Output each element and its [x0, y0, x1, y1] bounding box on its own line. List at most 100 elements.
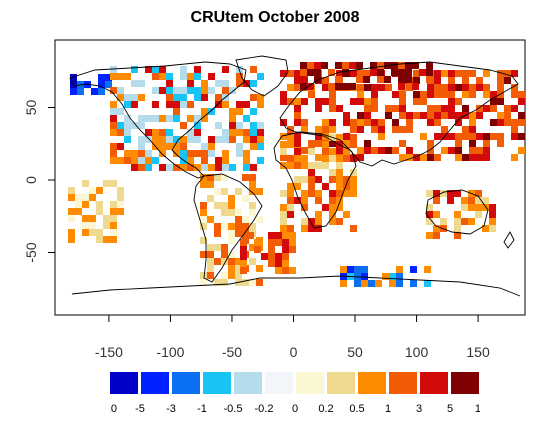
anomaly-cell — [329, 98, 336, 105]
anomaly-cell — [228, 258, 235, 265]
anomaly-cell — [329, 148, 336, 155]
anomaly-cell — [145, 164, 152, 171]
anomaly-cell — [392, 119, 399, 126]
anomaly-cell — [221, 272, 228, 279]
anomaly-cell — [243, 129, 250, 136]
anomaly-cell — [214, 279, 221, 286]
anomaly-cell — [497, 140, 504, 147]
anomaly-cell — [166, 80, 173, 87]
anomaly-cell — [308, 225, 315, 232]
anomaly-cell — [328, 83, 335, 90]
anomaly-cell — [396, 280, 403, 287]
anomaly-cell — [110, 73, 117, 80]
anomaly-cell — [300, 69, 307, 76]
anomaly-cell — [200, 181, 207, 188]
anomaly-cell — [434, 154, 441, 161]
anomaly-cell — [145, 150, 152, 157]
anomaly-cell — [247, 232, 254, 239]
anomaly-cell — [504, 77, 511, 84]
anomaly-cell — [433, 232, 440, 239]
anomaly-cell — [483, 70, 490, 77]
anomaly-cell — [236, 73, 243, 80]
anomaly-cell — [221, 202, 228, 209]
anomaly-cell — [287, 155, 294, 162]
anomaly-cell — [287, 225, 294, 232]
anomaly-cell — [399, 126, 406, 133]
anomaly-cell — [518, 98, 525, 105]
anomaly-cell — [68, 208, 75, 215]
x-tick-label: 50 — [347, 344, 363, 360]
anomaly-cell — [159, 66, 166, 73]
anomaly-cell — [511, 91, 518, 98]
anomaly-cell — [194, 87, 201, 94]
anomaly-cell — [254, 246, 261, 253]
anomaly-cell — [356, 76, 363, 83]
anomaly-cell — [214, 202, 221, 209]
anomaly-cell — [131, 157, 138, 164]
anomaly-cell — [455, 98, 462, 105]
anomaly-cell — [329, 126, 336, 133]
anomaly-cell — [221, 244, 228, 251]
anomaly-cell — [221, 251, 228, 258]
anomaly-cell — [236, 150, 243, 157]
anomaly-cell — [448, 77, 455, 84]
anomaly-cell — [469, 84, 476, 91]
anomaly-cell — [214, 230, 221, 237]
anomaly-cell — [221, 174, 228, 181]
anomaly-cell — [138, 143, 145, 150]
anomaly-cell — [301, 98, 308, 105]
anomaly-cell — [117, 208, 124, 215]
anomaly-cell — [242, 216, 249, 223]
anomaly-cell — [166, 115, 173, 122]
anomaly-cell — [138, 157, 145, 164]
anomaly-cell — [105, 81, 112, 88]
anomaly-cell — [504, 105, 511, 112]
anomaly-cell — [208, 136, 215, 143]
anomaly-cell — [221, 188, 228, 195]
anomaly-cell — [180, 136, 187, 143]
anomaly-cell — [382, 273, 389, 280]
anomaly-cell — [103, 236, 110, 243]
legend-swatch — [265, 372, 293, 394]
anomaly-cell — [180, 66, 187, 73]
anomaly-cell — [412, 83, 419, 90]
anomaly-cell — [194, 136, 201, 143]
anomaly-cell — [511, 105, 518, 112]
anomaly-cell — [222, 136, 229, 143]
anomaly-cell — [201, 108, 208, 115]
anomaly-cell — [256, 279, 263, 286]
anomaly-cell — [371, 98, 378, 105]
anomaly-cell — [405, 69, 412, 76]
legend-labels: -10 -5 -3 -1 -0.5 -0.2 0 0.2 0.5 1 3 5 10 — [110, 403, 480, 415]
anomaly-cell — [448, 91, 455, 98]
anomaly-cell — [329, 176, 336, 183]
anomaly-cell — [194, 66, 201, 73]
anomaly-cell — [385, 147, 392, 154]
anomaly-cell — [207, 244, 214, 251]
anomaly-cell — [173, 164, 180, 171]
anomaly-cell — [357, 112, 364, 119]
anomaly-cell — [489, 204, 496, 211]
anomaly-cell — [222, 80, 229, 87]
anomaly-cell — [110, 150, 117, 157]
anomaly-cell — [424, 266, 431, 273]
anomaly-cell — [138, 164, 145, 171]
anomaly-cell — [138, 115, 145, 122]
anomaly-cell — [511, 126, 518, 133]
anomaly-cell — [287, 197, 294, 204]
anomaly-cell — [322, 183, 329, 190]
legend-label: -3 — [166, 403, 176, 415]
anomaly-cell — [392, 126, 399, 133]
anomaly-cell — [329, 204, 336, 211]
anomaly-cell — [427, 84, 434, 91]
anomaly-cell — [173, 143, 180, 150]
anomaly-cell — [301, 190, 308, 197]
anomaly-cell — [68, 215, 75, 222]
anomaly-cell — [336, 155, 343, 162]
anomaly-cell — [329, 91, 336, 98]
anomaly-cell — [68, 194, 75, 201]
anomaly-cell — [207, 258, 214, 265]
anomaly-cell — [448, 133, 455, 140]
anomaly-cell — [249, 202, 256, 209]
anomaly-cell — [124, 150, 131, 157]
